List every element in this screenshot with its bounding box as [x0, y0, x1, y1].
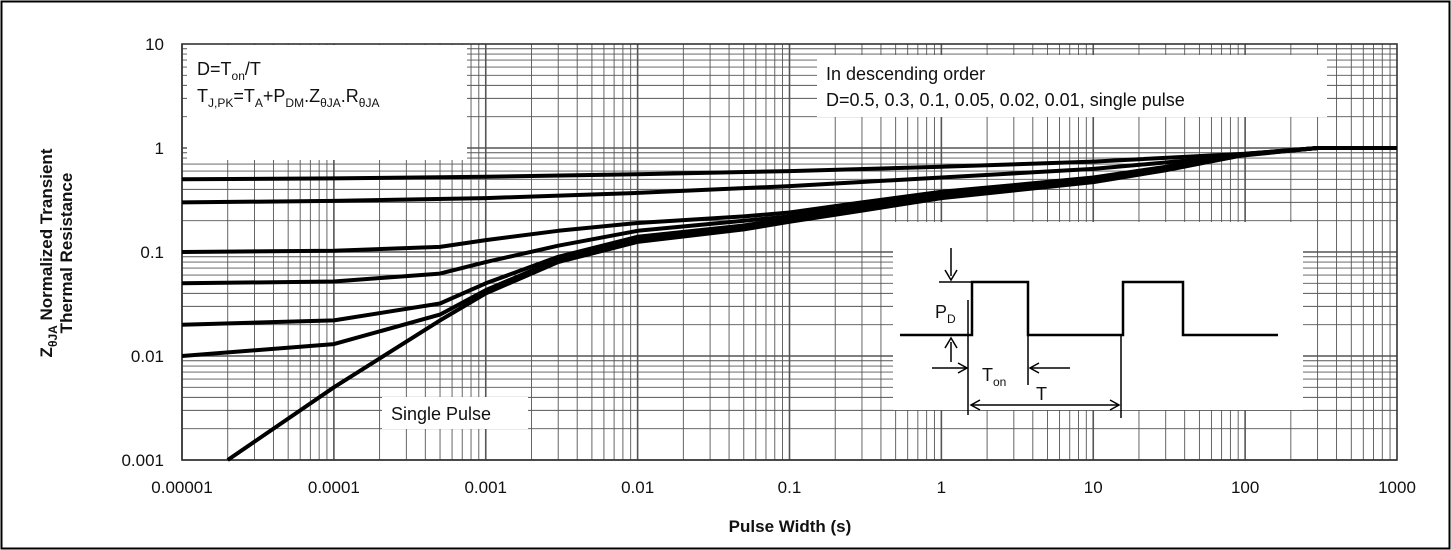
x-tick-label: 100 — [1231, 478, 1259, 497]
period-label: T — [1036, 384, 1047, 404]
x-tick-label: 0.0001 — [308, 478, 360, 497]
junction-temp-formula: TJ,PK=TA+PDM.ZθJA.RθJA — [197, 86, 379, 110]
pdm-label: PD — [935, 302, 956, 326]
tick-labels: 0.00001 0.0001 0.001 0.01 0.1 1 10 100 1000 10 1 0.… — [121, 35, 1415, 497]
x-tick-label: 0.001 — [464, 478, 507, 497]
period-arrowhead-right — [1109, 399, 1121, 411]
ton-arrowhead-left — [957, 362, 969, 374]
pdm-arrowhead-down — [944, 269, 958, 282]
formula-box: D=Ton/T TJ,PK=TA+PDM.ZθJA.RθJA — [187, 45, 467, 160]
pdm-arrowhead-up — [944, 336, 958, 349]
single-pulse-label: Single Pulse — [391, 404, 491, 424]
x-tick-label: 10 — [1084, 478, 1103, 497]
pulse-waveform-inset: PD Ton T — [893, 222, 1303, 418]
single-pulse-label-box: Single Pulse — [382, 397, 528, 429]
series-single-pulse — [226, 146, 1397, 462]
pulse-waveform — [900, 280, 1278, 337]
y-tick-label: 10 — [145, 35, 164, 54]
x-tick-label: 1 — [937, 478, 946, 497]
y-axis-title-line1: ZθJA Normalized Transient — [37, 148, 60, 357]
period-arrowhead-left — [969, 399, 981, 411]
duty-list: D=0.5, 0.3, 0.1, 0.05, 0.02, 0.01, singl… — [826, 90, 1185, 110]
x-axis-title: Pulse Width (s) — [729, 517, 852, 536]
duty-formula: D=Ton/T — [197, 59, 261, 83]
x-tick-label: 1000 — [1378, 478, 1416, 497]
x-tick-label: 0.01 — [621, 478, 654, 497]
series-lines — [181, 146, 1397, 462]
order-legend-box: In descending order D=0.5, 0.3, 0.1, 0.0… — [817, 55, 1327, 117]
y-axis-title-line2: Thermal Resistance — [57, 173, 76, 334]
y-tick-label: 1 — [155, 139, 164, 158]
y-axis-title: ZθJA Normalized Transient Thermal Resist… — [37, 148, 76, 357]
x-tick-label: 0.1 — [778, 478, 802, 497]
y-tick-label: 0.01 — [131, 347, 164, 366]
ton-label: Ton — [982, 365, 1006, 389]
order-caption: In descending order — [826, 64, 985, 84]
y-tick-label: 0.001 — [121, 451, 164, 470]
ton-arrowhead-right — [1028, 362, 1040, 374]
x-tick-label: 0.00001 — [151, 478, 212, 497]
y-tick-label: 0.1 — [140, 243, 164, 262]
